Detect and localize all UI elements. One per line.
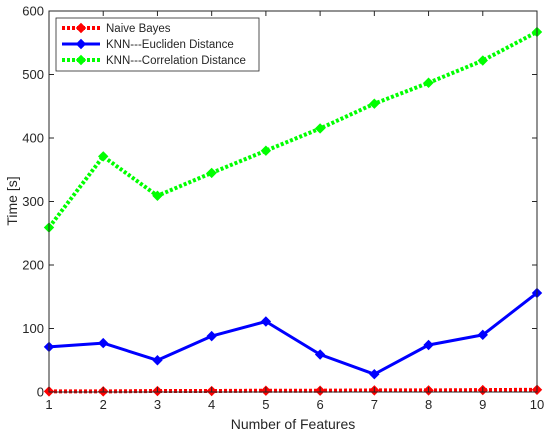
- data-point: [260, 316, 272, 327]
- x-tick-label: 9: [479, 397, 486, 412]
- data-point: [152, 190, 163, 201]
- y-tick-label: 200: [22, 258, 44, 273]
- data-point: [206, 330, 217, 342]
- plot-area: [49, 11, 537, 392]
- series-1: [43, 287, 543, 380]
- data-point: [369, 98, 380, 109]
- data-point: [206, 167, 217, 179]
- data-point: [369, 369, 380, 380]
- legend-label: KNN---Eucliden Distance: [106, 39, 234, 51]
- data-point: [260, 145, 272, 156]
- data-point: [477, 55, 488, 66]
- y-tick-label: 100: [22, 321, 44, 336]
- legend-label: Naive Bayes: [106, 23, 171, 35]
- series-line: [48, 291, 538, 376]
- legend-marker: [75, 38, 87, 50]
- data-point: [314, 349, 326, 360]
- x-tick-label: 8: [425, 397, 432, 412]
- legend-marker: [75, 54, 87, 66]
- data-point: [314, 123, 326, 134]
- x-tick-label: 3: [154, 397, 161, 412]
- x-tick-label: 10: [530, 397, 544, 412]
- y-tick-label: 500: [22, 67, 44, 82]
- y-tick-label: 400: [22, 131, 44, 146]
- series-line: [49, 387, 538, 394]
- x-tick-label: 1: [45, 397, 52, 412]
- y-tick-label: 300: [22, 194, 44, 209]
- legend-entry: KNN---Correlation Distance: [62, 54, 246, 67]
- data-point: [423, 339, 434, 351]
- series-2: [43, 26, 543, 233]
- x-axis-label: Number of Features: [231, 416, 356, 432]
- data-point: [152, 355, 163, 366]
- legend: Naive Bayes KNN---Eucliden Distance KNN---…: [55, 17, 260, 72]
- y-tick-label: 600: [22, 4, 44, 19]
- legend-label: KNN---Correlation Distance: [106, 55, 246, 67]
- x-tick-label: 4: [208, 397, 215, 412]
- legend-entry: KNN---Eucliden Distance: [62, 38, 234, 51]
- legend-marker: [75, 22, 87, 34]
- y-axis-label: Time [s]: [4, 176, 20, 225]
- x-tick-label: 2: [100, 397, 107, 412]
- data-point: [423, 77, 434, 88]
- series-line: [47, 30, 538, 229]
- x-tick-label: 7: [371, 397, 378, 412]
- data-point: [98, 337, 109, 349]
- legend-entry: Naive Bayes: [62, 22, 171, 35]
- x-tick-label: 6: [316, 397, 323, 412]
- data-point: [98, 151, 109, 162]
- data-point: [477, 329, 488, 341]
- y-tick-label: 0: [37, 385, 44, 400]
- x-tick-label: 5: [262, 397, 269, 412]
